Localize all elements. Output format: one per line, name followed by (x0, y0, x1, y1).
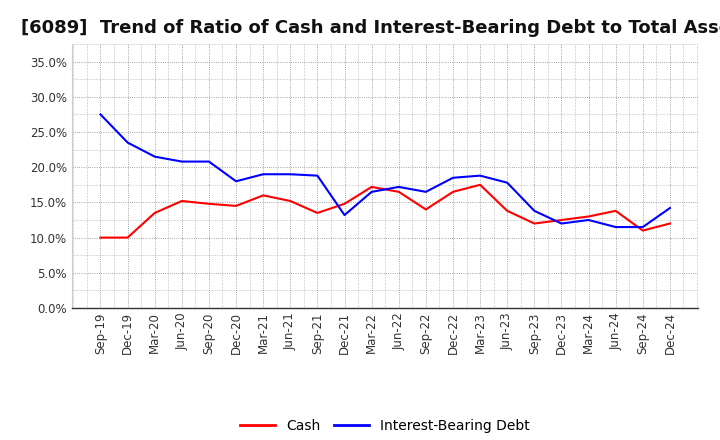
Interest-Bearing Debt (123, 140, 132, 145)
Cash (96, 235, 105, 240)
Interest-Bearing Debt (557, 221, 566, 226)
Interest-Bearing Debt (611, 224, 620, 230)
Line: Cash: Cash (101, 185, 670, 238)
Cash (395, 189, 403, 194)
Interest-Bearing Debt (232, 179, 240, 184)
Interest-Bearing Debt (665, 205, 674, 211)
Interest-Bearing Debt (96, 112, 105, 117)
Interest-Bearing Debt (286, 172, 294, 177)
Cash (476, 182, 485, 187)
Title: [6089]  Trend of Ratio of Cash and Interest-Bearing Debt to Total Assets: [6089] Trend of Ratio of Cash and Intere… (21, 19, 720, 37)
Cash (286, 198, 294, 204)
Cash (178, 198, 186, 204)
Interest-Bearing Debt (503, 180, 511, 185)
Interest-Bearing Debt (204, 159, 213, 164)
Cash (665, 221, 674, 226)
Line: Interest-Bearing Debt: Interest-Bearing Debt (101, 114, 670, 227)
Interest-Bearing Debt (421, 189, 430, 194)
Cash (557, 217, 566, 223)
Cash (503, 208, 511, 213)
Interest-Bearing Debt (639, 224, 647, 230)
Cash (367, 184, 376, 190)
Interest-Bearing Debt (449, 175, 457, 180)
Interest-Bearing Debt (178, 159, 186, 164)
Cash (204, 201, 213, 206)
Cash (584, 214, 593, 219)
Cash (341, 201, 349, 206)
Interest-Bearing Debt (341, 213, 349, 218)
Cash (123, 235, 132, 240)
Legend: Cash, Interest-Bearing Debt: Cash, Interest-Bearing Debt (235, 413, 536, 438)
Cash (421, 207, 430, 212)
Cash (449, 189, 457, 194)
Interest-Bearing Debt (259, 172, 268, 177)
Cash (530, 221, 539, 226)
Cash (611, 208, 620, 213)
Interest-Bearing Debt (313, 173, 322, 178)
Cash (313, 210, 322, 216)
Cash (639, 228, 647, 233)
Interest-Bearing Debt (530, 208, 539, 213)
Interest-Bearing Debt (476, 173, 485, 178)
Interest-Bearing Debt (584, 217, 593, 223)
Cash (259, 193, 268, 198)
Interest-Bearing Debt (395, 184, 403, 190)
Cash (150, 210, 159, 216)
Interest-Bearing Debt (150, 154, 159, 159)
Cash (232, 203, 240, 209)
Interest-Bearing Debt (367, 189, 376, 194)
